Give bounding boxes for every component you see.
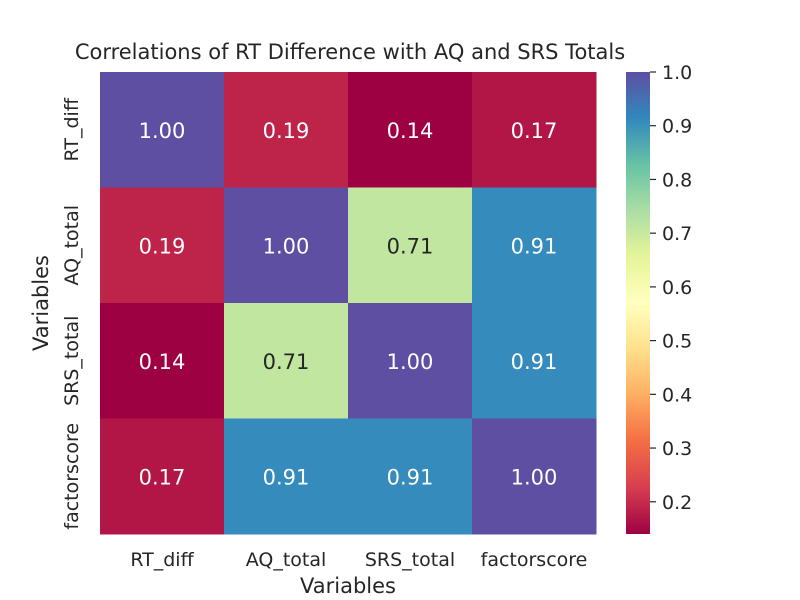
heatmap-cell-1-1 xyxy=(224,187,349,304)
cell-value-label: 0.19 xyxy=(263,119,310,143)
colorbar-tick-label: 0.9 xyxy=(662,116,692,138)
heatmap-cell-1-2 xyxy=(348,187,473,304)
x-tick-label: AQ_total xyxy=(246,549,327,571)
heatmap-cell-2-2 xyxy=(348,303,473,419)
heatmap-cell-2-0 xyxy=(100,303,225,419)
colorbar-tick-label: 0.6 xyxy=(662,277,692,299)
colorbar xyxy=(626,72,650,534)
cell-value-label: 0.91 xyxy=(263,465,310,489)
colorbar-tick-label: 0.2 xyxy=(662,492,692,514)
y-tick-label: RT_diff xyxy=(61,97,83,161)
x-tick-label: factorscore xyxy=(481,549,588,571)
heatmap-cell-3-0 xyxy=(100,418,225,535)
colorbar-tick-label: 0.7 xyxy=(662,223,692,245)
cell-value-label: 1.00 xyxy=(511,465,558,489)
x-tick-label: SRS_total xyxy=(365,549,455,571)
colorbar-tick-label: 0.5 xyxy=(662,331,692,353)
colorbar-tick-label: 1.0 xyxy=(662,62,692,84)
y-tick-label: SRS_total xyxy=(61,316,83,406)
heatmap-cell-2-1 xyxy=(224,303,349,419)
heatmap-cell-0-3 xyxy=(472,72,597,188)
cell-value-label: 0.91 xyxy=(511,350,558,374)
x-axis-label: Variables xyxy=(300,574,396,598)
colorbar-tick-label: 0.3 xyxy=(662,438,692,460)
cell-value-label: 0.71 xyxy=(263,350,310,374)
colorbar-tick-label: 0.4 xyxy=(662,384,692,406)
heatmap-cell-3-1 xyxy=(224,418,349,535)
y-axis-label: Variables xyxy=(29,255,53,351)
y-tick-label: AQ_total xyxy=(61,205,83,286)
heatmap-cell-3-2 xyxy=(348,418,473,535)
chart-title: Correlations of RT Difference with AQ an… xyxy=(74,40,626,64)
x-tick-label: RT_diff xyxy=(130,549,194,571)
heatmap-cell-3-3 xyxy=(472,418,597,535)
heatmap-cell-1-0 xyxy=(100,187,225,304)
cell-value-label: 0.19 xyxy=(139,234,186,258)
cell-value-label: 0.14 xyxy=(387,119,434,143)
cell-value-label: 0.14 xyxy=(139,350,186,374)
cell-value-label: 1.00 xyxy=(139,119,186,143)
heatmap-cell-0-2 xyxy=(348,72,473,188)
heatmap-cell-2-3 xyxy=(472,303,597,419)
heatmap-cell-0-1 xyxy=(224,72,349,188)
cell-value-label: 0.17 xyxy=(511,119,558,143)
cell-value-label: 0.91 xyxy=(387,465,434,489)
y-tick-label: factorscore xyxy=(61,423,83,530)
heatmap-cell-0-0 xyxy=(100,72,225,188)
cell-value-label: 0.17 xyxy=(139,465,186,489)
cell-value-label: 1.00 xyxy=(263,234,310,258)
colorbar-tick-label: 0.8 xyxy=(662,169,692,191)
heatmap-cell-1-3 xyxy=(472,187,597,304)
cell-value-label: 1.00 xyxy=(387,350,434,374)
cell-value-label: 0.91 xyxy=(511,234,558,258)
cell-value-label: 0.71 xyxy=(387,234,434,258)
